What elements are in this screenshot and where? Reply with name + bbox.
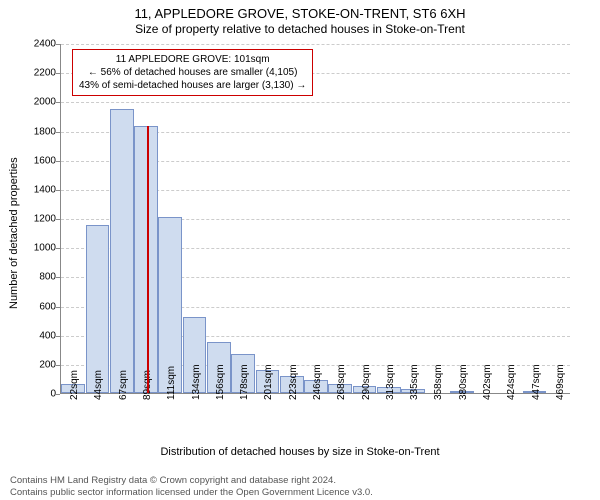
y-tick-label: 800 xyxy=(16,272,56,283)
marker-annotation: 11 APPLEDORE GROVE: 101sqm ← 56% of deta… xyxy=(72,49,313,96)
footer-attribution: Contains HM Land Registry data © Crown c… xyxy=(0,475,600,498)
x-axis-label: Distribution of detached houses by size … xyxy=(0,446,600,458)
plot-area xyxy=(60,44,570,394)
y-tick-mark xyxy=(56,365,60,366)
y-tick-mark xyxy=(56,394,60,395)
footer-line2: Contains public sector information licen… xyxy=(10,487,600,498)
y-axis-label: Number of detached properties xyxy=(8,157,20,309)
footer-line1: Contains HM Land Registry data © Crown c… xyxy=(10,475,600,486)
chart-title-line2: Size of property relative to detached ho… xyxy=(0,21,600,36)
annotation-line2: ← 56% of detached houses are smaller (4,… xyxy=(79,66,306,79)
y-tick-label: 600 xyxy=(16,301,56,312)
histogram-bar xyxy=(134,126,158,393)
y-tick-mark xyxy=(56,132,60,133)
chart-title-line1: 11, APPLEDORE GROVE, STOKE-ON-TRENT, ST6… xyxy=(0,0,600,21)
y-tick-label: 2000 xyxy=(16,97,56,108)
y-tick-label: 0 xyxy=(16,389,56,400)
y-tick-label: 2400 xyxy=(16,39,56,50)
y-tick-mark xyxy=(56,190,60,191)
chart-container: 11, APPLEDORE GROVE, STOKE-ON-TRENT, ST6… xyxy=(0,0,600,500)
y-tick-label: 1000 xyxy=(16,243,56,254)
annotation-line1: 11 APPLEDORE GROVE: 101sqm xyxy=(79,53,306,66)
y-tick-label: 1200 xyxy=(16,214,56,225)
y-tick-mark xyxy=(56,307,60,308)
y-tick-mark xyxy=(56,73,60,74)
gridline xyxy=(61,44,570,45)
y-tick-label: 1600 xyxy=(16,155,56,166)
histogram-bar xyxy=(110,109,134,393)
y-tick-label: 200 xyxy=(16,359,56,370)
histogram-bar xyxy=(86,225,110,393)
y-tick-label: 1400 xyxy=(16,184,56,195)
y-tick-mark xyxy=(56,219,60,220)
property-marker-line xyxy=(147,126,149,393)
y-tick-mark xyxy=(56,336,60,337)
y-tick-mark xyxy=(56,102,60,103)
annotation-line3: 43% of semi-detached houses are larger (… xyxy=(79,79,306,92)
y-tick-mark xyxy=(56,161,60,162)
y-tick-label: 1800 xyxy=(16,126,56,137)
y-tick-label: 400 xyxy=(16,330,56,341)
gridline xyxy=(61,102,570,103)
y-tick-mark xyxy=(56,277,60,278)
y-tick-mark xyxy=(56,248,60,249)
y-tick-mark xyxy=(56,44,60,45)
y-tick-label: 2200 xyxy=(16,68,56,79)
